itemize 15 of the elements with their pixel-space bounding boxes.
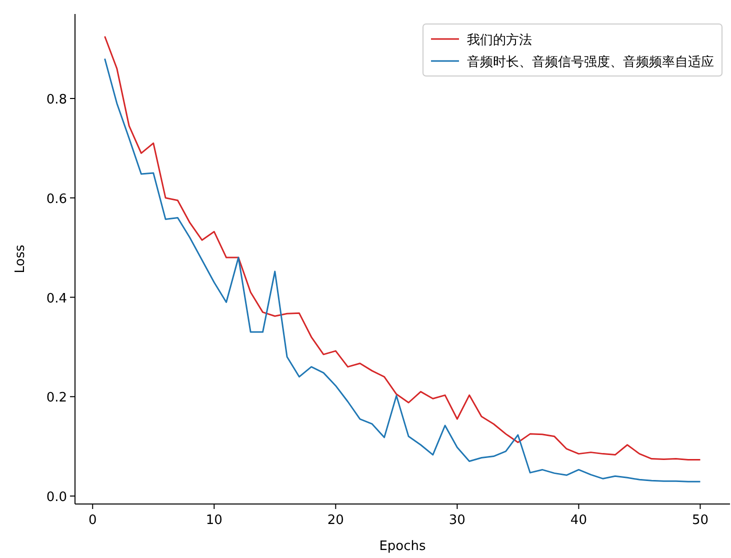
- legend-label: 我们的方法: [467, 32, 532, 48]
- x-tick-label: 40: [570, 513, 587, 528]
- y-tick-label: 0.0: [46, 490, 67, 506]
- y-tick-label: 0.8: [46, 92, 67, 108]
- x-tick-label: 10: [206, 513, 222, 528]
- y-tick-label: 0.4: [46, 291, 67, 306]
- x-tick-label: 20: [327, 513, 344, 528]
- y-axis-title: Loss: [13, 244, 28, 274]
- x-tick-label: 30: [448, 513, 466, 528]
- x-tick-label: 50: [692, 513, 708, 528]
- y-tick-label: 0.2: [46, 390, 67, 406]
- y-tick-label: 0.6: [46, 192, 67, 207]
- legend-label: 音频时长、音频信号强度、音频频率自适应: [467, 54, 714, 70]
- x-tick-label: 0: [88, 513, 97, 528]
- x-axis-title: Epochs: [379, 539, 426, 554]
